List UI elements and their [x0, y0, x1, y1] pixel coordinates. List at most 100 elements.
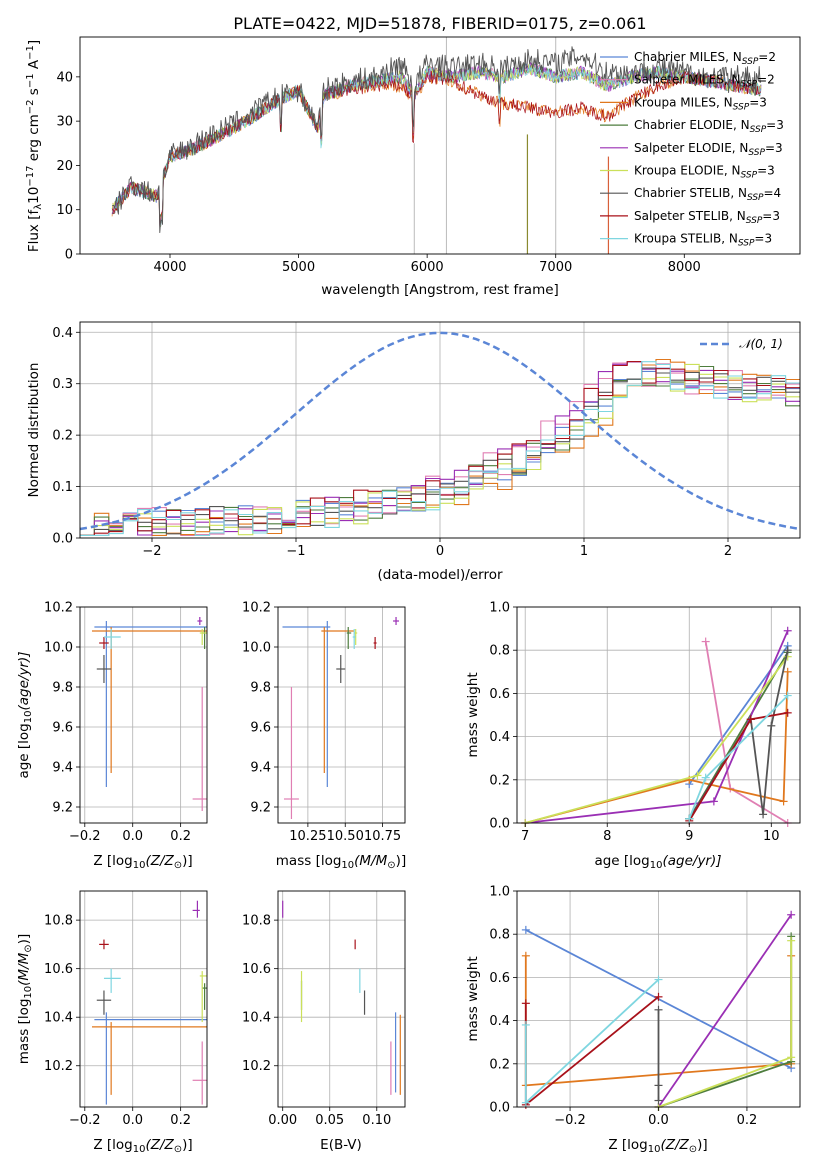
- x-tick-label: 1: [580, 544, 588, 559]
- x-tick-label: 0.10: [362, 1113, 391, 1128]
- x-tick-label: −0.2: [69, 1113, 101, 1128]
- x-tick-label: 0.2: [170, 1113, 191, 1128]
- y-tick-label: 10.8: [242, 914, 271, 929]
- legend-entry: Salpeter ELODIE, NSSP=3: [634, 141, 783, 158]
- normal-distribution-curve: [79, 331, 801, 531]
- y-tick-label: 1.0: [489, 601, 510, 616]
- residual-panel: −2 −1 0 1 2 0.0 0.1 0.2 0.3 0.4 (data-model)/erro…: [26, 321, 801, 583]
- y-tick-label: 0.1: [52, 480, 73, 495]
- y-tick-label: 0.0: [489, 817, 510, 832]
- spectrum-legend: Chabrier MILES, NSSP=2 Salpeter MILES, NS…: [600, 50, 784, 249]
- residual-histogram-step: [80, 361, 800, 536]
- x-tick-label: 8: [603, 829, 611, 844]
- y-tick-label: 10.6: [242, 962, 271, 977]
- y-tick-label: 0: [65, 248, 73, 263]
- spectrum-title: PLATE=0422, MJD=51878, FIBERID=0175, z=0…: [233, 14, 646, 33]
- y-tick-label: 10.0: [44, 641, 73, 656]
- x-tick-label: −2: [142, 544, 161, 559]
- age-vs-mass-frame: [277, 606, 406, 824]
- weight-vs-age-panel: 7 8 9 10 0.0 0.2 0.4 0.6 0.8 1.0 age [log10(age/y…: [465, 601, 801, 871]
- x-tick-label: 7000: [539, 260, 572, 275]
- normal-legend-label: 𝒩(0, 1): [739, 337, 783, 351]
- y-tick-label: 10.2: [242, 1059, 271, 1074]
- residual-histogram-step: [80, 361, 800, 536]
- legend-entry: Chabrier STELIB, NSSP=4: [634, 186, 781, 203]
- y-tick-label: 9.2: [250, 801, 271, 816]
- x-tick-label: 8000: [668, 260, 701, 275]
- residual-ylabel: Normed distribution: [26, 363, 42, 498]
- spectrum-panel: PLATE=0422, MJD=51878, FIBERID=0175, z=0…: [25, 14, 801, 298]
- weight-vs-age-ylabel: mass weight: [465, 672, 481, 757]
- y-tick-label: 9.6: [250, 721, 271, 736]
- x-tick-label: 5000: [282, 260, 315, 275]
- age-vs-mass-xlabel: mass [log10(M/M⊙)]: [276, 853, 406, 871]
- x-tick-label: 9: [685, 829, 693, 844]
- age-vs-z-panel: −0.2 0.0 0.2 9.2 9.4 9.6 9.8 10.0 10.2 Z [log10(…: [16, 601, 208, 871]
- spectrum-ticks: 4000 5000 6000 7000 8000 0 10 20 30 40: [56, 70, 700, 275]
- spectrum-plot-area: [111, 37, 762, 254]
- legend-entry: Salpeter STELIB, NSSP=3: [634, 209, 780, 226]
- legend-entry: Chabrier ELODIE, NSSP=3: [634, 118, 784, 135]
- x-tick-label: 10.50: [327, 829, 364, 844]
- spectrum-model-line: [111, 46, 762, 234]
- mass-vs-z-frame: [79, 890, 208, 1108]
- y-tick-label: 30: [56, 115, 73, 130]
- age-vs-z-ticks: −0.2 0.0 0.2 9.2 9.4 9.6 9.8 10.0 10.2: [44, 601, 191, 845]
- y-tick-label: 20: [56, 159, 73, 174]
- mass-vs-ebv-frame: [277, 890, 406, 1108]
- legend-entry: Kroupa STELIB, NSSP=3: [634, 232, 772, 249]
- weight-vs-z-panel: −0.2 0.0 0.2 0.0 0.2 0.4 0.6 0.8 1.0 Z [log10(Z/…: [465, 885, 801, 1155]
- y-tick-label: 9.2: [52, 801, 73, 816]
- x-tick-label: 0.05: [315, 1113, 344, 1128]
- weight-line: [657, 914, 792, 1108]
- x-tick-label: 4000: [153, 260, 186, 275]
- spectrum-frame: [79, 36, 801, 255]
- spectrum-ylabel: Flux [fλ10−17 erg cm−2 s−1 A−1]: [25, 40, 44, 252]
- weight-vs-z-plot-area: [517, 890, 800, 1111]
- y-tick-label: 10.2: [242, 601, 271, 616]
- mass-vs-ebv-xlabel: E(B-V): [320, 1137, 362, 1153]
- y-tick-label: 0.3: [52, 377, 73, 392]
- mass-vs-ebv-panel: 0.00 0.05 0.10 10.2 10.4 10.6 10.8 E(B-V): [242, 890, 406, 1153]
- y-tick-label: 9.8: [250, 681, 271, 696]
- weight-vs-age-xlabel: age [log10(age/yr)]: [594, 853, 721, 871]
- x-tick-label: 10: [763, 829, 780, 844]
- mass-vs-z-panel: −0.2 0.0 0.2 10.2 10.4 10.6 10.8 Z [log10(Z/Z⊙…: [16, 890, 208, 1155]
- y-tick-label: 0.4: [489, 1014, 510, 1029]
- x-tick-label: −0.2: [69, 829, 101, 844]
- age-vs-z-ylabel: age [log10(age/yr)]: [16, 651, 34, 778]
- y-tick-label: 0.0: [52, 532, 73, 547]
- legend-entry: Chabrier MILES, NSSP=2: [634, 50, 776, 67]
- y-tick-label: 10.4: [44, 1011, 73, 1026]
- mass-vs-ebv-plot-area: [278, 891, 405, 1107]
- x-tick-label: 0: [436, 544, 444, 559]
- y-tick-label: 10.2: [44, 1059, 73, 1074]
- y-tick-label: 10.4: [242, 1011, 271, 1026]
- y-tick-label: 1.0: [489, 885, 510, 900]
- y-tick-label: 0.8: [489, 644, 510, 659]
- y-tick-label: 10.2: [44, 601, 73, 616]
- y-tick-label: 0.4: [489, 730, 510, 745]
- y-tick-label: 0.8: [489, 928, 510, 943]
- legend-entry: Kroupa ELODIE, NSSP=3: [634, 164, 775, 181]
- y-tick-label: 0.0: [489, 1101, 510, 1116]
- x-tick-label: 0.0: [122, 829, 143, 844]
- y-tick-label: 0.2: [489, 773, 510, 788]
- legend-entry: Salpeter MILES, NSSP=2: [634, 73, 775, 90]
- residual-ticks: −2 −1 0 1 2 0.0 0.1 0.2 0.3 0.4: [52, 326, 732, 559]
- x-tick-label: 0.0: [648, 1113, 669, 1128]
- age-vs-z-xlabel: Z [log10(Z/Z⊙)]: [93, 853, 192, 871]
- x-tick-label: 0.00: [268, 1113, 297, 1128]
- y-tick-label: 9.4: [250, 761, 271, 776]
- age-vs-mass-plot-area: [278, 606, 405, 823]
- x-tick-label: 2: [724, 544, 732, 559]
- x-tick-label: 6000: [411, 260, 444, 275]
- age-vs-mass-panel: 10.25 10.50 10.75 9.2 9.4 9.6 9.8 10.0 10.2 mass…: [242, 601, 406, 872]
- y-tick-label: 0.2: [52, 429, 73, 444]
- spectrum-model-line: [111, 70, 762, 227]
- x-tick-label: 7: [521, 829, 529, 844]
- x-tick-label: 0.2: [737, 1113, 758, 1128]
- weight-vs-z-ylabel: mass weight: [465, 956, 481, 1041]
- mass-vs-z-ylabel: mass [log10(M/M⊙)]: [16, 934, 34, 1064]
